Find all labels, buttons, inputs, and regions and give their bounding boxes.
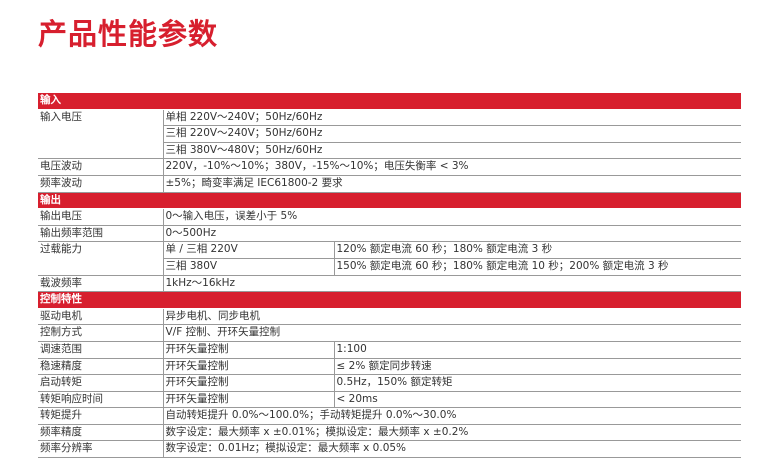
param-value: 0.5Hz，150% 额定转矩 [333,374,742,392]
param-condition: 单 / 三相 220V [162,241,334,259]
param-value: 0～500Hz [162,225,742,243]
param-name: 调速范围 [38,341,163,359]
table-row: 输出电压 0～输入电压，误差小于 5% [38,208,742,226]
param-condition: 开环矢量控制 [162,391,334,409]
section-header: 输出 [38,192,742,210]
param-condition: 开环矢量控制 [162,358,334,376]
param-value: ≤ 2% 额定同步转速 [333,358,742,376]
param-value: 1:100 [333,341,742,359]
param-value: 异步电机、同步电机 [162,308,742,326]
page-title: 产品性能参数 [38,17,219,51]
table-row: 载波频率 1kHz～16kHz [38,275,742,293]
section-header: 输入 [38,93,742,110]
param-value: < 20ms [333,391,742,409]
param-value: 0～输入电压，误差小于 5% [162,208,742,226]
param-name: 电压波动 [38,158,163,176]
param-value: 三相 380V～480V；50Hz/60Hz [162,142,742,160]
table-row: 转矩提升 自动转矩提升 0.0%～100.0%；手动转矩提升 0.0%～30.0% [38,407,742,425]
param-name: 过载能力 [38,241,163,276]
table-row: 三相 220V～240V；50Hz/60Hz [38,125,742,143]
param-name: 频率波动 [38,175,163,193]
section-title: 输入 [38,93,742,110]
param-value: 150% 额定电流 60 秒；180% 额定电流 10 秒；200% 额定电流 … [333,258,742,276]
table-row: 频率分辨率 数字设定：0.01Hz；模拟设定：最大频率 x 0.05% [38,440,742,459]
param-name: 转矩提升 [38,407,163,425]
section-header: 控制特性 [38,291,742,309]
param-name: 频率精度 [38,424,163,442]
table-row: 过载能力单 / 三相 220V 120% 额定电流 60 秒；180% 额定电流 … [38,241,742,276]
param-name: 启动转矩 [38,374,163,392]
table-row: 输入电压 单相 220V～240V；50Hz/60Hz [38,109,742,160]
param-name: 频率分辨率 [38,440,163,459]
section-title: 输出 [38,192,742,210]
param-value: 三相 220V～240V；50Hz/60Hz [162,125,742,143]
param-name: 稳速精度 [38,358,163,376]
param-value: 120% 额定电流 60 秒；180% 额定电流 3 秒 [333,241,742,259]
param-value: 自动转矩提升 0.0%～100.0%；手动转矩提升 0.0%～30.0% [162,407,742,425]
param-condition: 开环矢量控制 [162,341,334,359]
table-row: 电压波动 220V，-10%～10%；380V，-15%～10%；电压失衡率 < … [38,158,742,176]
param-name: 输出频率范围 [38,225,163,243]
param-name: 输出电压 [38,208,163,226]
param-value: 220V，-10%～10%；380V，-15%～10%；电压失衡率 < 3% [162,158,742,176]
param-name: 载波频率 [38,275,163,293]
table-row: 驱动电机 异步电机、同步电机 [38,308,742,326]
param-value: 单相 220V～240V；50Hz/60Hz [162,109,742,127]
param-value: V/F 控制、开环矢量控制 [162,324,742,342]
param-value: 数字设定：0.01Hz；模拟设定：最大频率 x 0.05% [162,440,742,459]
table-row: 频率波动 ±5%；畸变率满足 IEC61800-2 要求 [38,175,742,193]
param-value: 1kHz～16kHz [162,275,742,293]
table-row: 输出频率范围 0～500Hz [38,225,742,243]
param-condition: 三相 380V [162,258,334,276]
param-value: 数字设定：最大频率 x ±0.01%；模拟设定：最大频率 x ±0.2% [162,424,742,442]
table-row: 稳速精度 开环矢量控制 ≤ 2% 额定同步转速 [38,358,742,376]
spec-table: 输入 输入电压 单相 220V～240V；50Hz/60Hz 三相 220V～240V… [38,93,742,459]
param-name: 转矩响应时间 [38,391,163,409]
table-row: 三相 380V～480V；50Hz/60Hz [38,142,742,160]
param-condition: 开环矢量控制 [162,374,334,392]
table-row: 启动转矩 开环矢量控制 0.5Hz，150% 额定转矩 [38,374,742,392]
table-row: 调速范围 开环矢量控制 1:100 [38,341,742,359]
param-name: 驱动电机 [38,308,163,326]
table-row: 转矩响应时间 开环矢量控制 < 20ms [38,391,742,409]
section-title: 控制特性 [38,291,742,309]
table-row: 控制方式 V/F 控制、开环矢量控制 [38,324,742,342]
table-row: 三相 380V 150% 额定电流 60 秒；180% 额定电流 10 秒；200… [38,258,742,276]
param-name: 控制方式 [38,324,163,342]
table-row: 频率精度 数字设定：最大频率 x ±0.01%；模拟设定：最大频率 x ±0.2% [38,424,742,442]
param-value: ±5%；畸变率满足 IEC61800-2 要求 [162,175,742,193]
param-name: 输入电压 [38,109,163,160]
